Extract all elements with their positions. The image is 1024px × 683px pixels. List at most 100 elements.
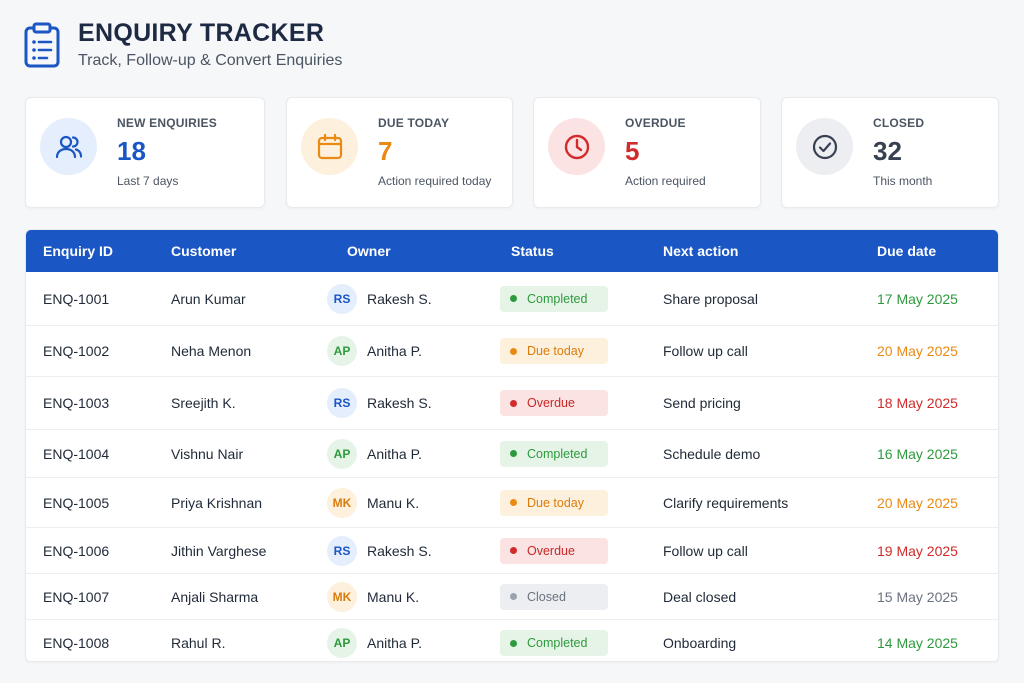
- owner-cell: RS Rakesh S.: [327, 535, 432, 566]
- table-row[interactable]: ENQ-1004 Vishnu Nair AP Anitha P. Completed S…: [26, 430, 998, 478]
- card-value: 32: [873, 136, 902, 166]
- status-label: Closed: [527, 589, 566, 604]
- status-label: Overdue: [527, 396, 575, 410]
- users-icon: [40, 118, 97, 175]
- card-closed[interactable]: CLOSED 32 This month: [781, 97, 999, 208]
- card-value: 7: [378, 136, 393, 166]
- status-dot: [510, 499, 517, 506]
- summary-cards: NEW ENQUIRIES 18 Last 7 days DUE TODAY 7…: [25, 97, 999, 208]
- status-label: Completed: [527, 636, 588, 650]
- avatar: AP: [327, 628, 357, 658]
- due-date-cell: 20 May 2025: [877, 494, 958, 511]
- enquiry-id-cell: ENQ-1008: [43, 635, 110, 651]
- customer-cell: Rahul R.: [171, 635, 226, 651]
- enquiry-id-cell: ENQ-1001: [43, 290, 110, 307]
- column-header-status[interactable]: Status: [511, 243, 554, 259]
- status-badge: Closed: [500, 583, 608, 610]
- owner-cell: MK Manu K.: [327, 487, 419, 518]
- enquiry-id-cell: ENQ-1003: [43, 395, 110, 411]
- next-action-cell: Deal closed: [663, 588, 737, 605]
- card-note: This month: [873, 174, 933, 188]
- status-label: Due today: [527, 495, 584, 510]
- table-row[interactable]: ENQ-1003 Sreejith K. RS Rakesh S. Overdue Sen…: [26, 377, 998, 430]
- next-action-cell: Schedule demo: [663, 445, 761, 462]
- card-label: DUE TODAY: [378, 116, 450, 130]
- column-header-due-date[interactable]: Due date: [877, 243, 937, 259]
- avatar: RS: [327, 388, 357, 418]
- owner-name: Manu K.: [367, 588, 420, 605]
- due-date-cell: 19 May 2025: [877, 542, 958, 559]
- clipboard-icon: [24, 22, 60, 68]
- due-date-cell: 17 May 2025: [877, 290, 958, 307]
- owner-cell: AP Anitha P.: [327, 336, 422, 366]
- due-date-cell: 16 May 2025: [877, 445, 958, 462]
- card-value: 5: [625, 136, 640, 166]
- owner-cell: RS Rakesh S.: [327, 283, 432, 314]
- table-row[interactable]: ENQ-1008 Rahul R. AP Anitha P. Completed Onbo…: [26, 620, 998, 661]
- table-header: Enquiry ID Customer Owner Status Next ac…: [26, 230, 998, 272]
- due-date-cell: 18 May 2025: [877, 395, 958, 411]
- status-dot: [510, 547, 517, 554]
- status-dot: [510, 450, 517, 457]
- owner-cell: AP Anitha P.: [327, 438, 423, 469]
- owner-name: Rakesh S.: [367, 290, 432, 307]
- due-date-cell: 20 May 2025: [877, 343, 958, 359]
- status-dot: [510, 639, 517, 647]
- status-badge: Due today: [500, 489, 608, 516]
- avatar: AP: [327, 336, 357, 366]
- status-dot: [510, 593, 517, 600]
- avatar: RS: [327, 283, 357, 314]
- enquiry-id-cell: ENQ-1002: [43, 343, 110, 359]
- card-label: NEW ENQUIRIES: [117, 116, 217, 130]
- table-row[interactable]: ENQ-1005 Priya Krishnan MK Manu K. Due today…: [26, 478, 998, 528]
- owner-cell: MK Manu K.: [327, 581, 420, 612]
- table-row[interactable]: ENQ-1006 Jithin Varghese RS Rakesh S. Overdu…: [26, 528, 998, 574]
- owner-name: Rakesh S.: [367, 395, 432, 411]
- owner-cell: RS Rakesh S.: [327, 388, 432, 418]
- table-row[interactable]: ENQ-1007 Anjali Sharma MK Manu K. Closed Deal…: [26, 574, 998, 620]
- status-badge: Due today: [500, 338, 608, 364]
- customer-cell: Sreejith K.: [171, 395, 236, 411]
- card-due-today[interactable]: DUE TODAY 7 Action required today: [286, 97, 513, 208]
- status-cell: Completed: [500, 440, 608, 467]
- status-dot: [510, 399, 517, 407]
- status-badge: Overdue: [500, 537, 608, 564]
- calendar-icon: [301, 118, 358, 175]
- customer-cell: Arun Kumar: [171, 290, 246, 307]
- card-value: 18: [117, 136, 146, 166]
- customer-cell: Neha Menon: [171, 343, 252, 359]
- column-header-owner[interactable]: Owner: [347, 243, 391, 259]
- table-row[interactable]: ENQ-1002 Neha Menon AP Anitha P. Due today Fo…: [26, 326, 998, 377]
- table-body: ENQ-1001 Arun Kumar RS Rakesh S. Completed Sh…: [26, 272, 998, 661]
- card-note: Action required: [625, 174, 706, 188]
- enquiry-id-cell: ENQ-1005: [43, 494, 110, 511]
- owner-cell: AP Anitha P.: [327, 628, 422, 658]
- avatar: RS: [327, 535, 357, 566]
- card-overdue[interactable]: OVERDUE 5 Action required: [533, 97, 761, 208]
- owner-name: Anitha P.: [367, 445, 423, 462]
- next-action-cell: Clarify requirements: [663, 494, 789, 511]
- customer-cell: Priya Krishnan: [171, 494, 263, 511]
- owner-name: Rakesh S.: [367, 542, 432, 559]
- page-header: ENQUIRY TRACKER Track, Follow-up & Conve…: [22, 18, 342, 70]
- next-action-cell: Send pricing: [663, 395, 741, 411]
- column-header-next-action[interactable]: Next action: [663, 243, 739, 259]
- status-label: Due today: [527, 344, 584, 358]
- clock-icon: [548, 118, 605, 175]
- status-badge: Completed: [500, 285, 608, 312]
- status-label: Overdue: [527, 543, 575, 558]
- card-new-enquiries[interactable]: NEW ENQUIRIES 18 Last 7 days: [25, 97, 265, 208]
- column-header-enquiry-id[interactable]: Enquiry ID: [43, 243, 114, 259]
- table-row[interactable]: ENQ-1001 Arun Kumar RS Rakesh S. Completed Sh…: [26, 272, 998, 326]
- column-header-customer[interactable]: Customer: [171, 243, 237, 259]
- page-title: ENQUIRY TRACKER: [78, 19, 325, 47]
- status-cell: Overdue: [500, 390, 608, 416]
- status-badge: Completed: [500, 440, 608, 467]
- customer-cell: Jithin Varghese: [171, 542, 267, 559]
- avatar: MK: [327, 487, 357, 518]
- status-cell: Closed: [500, 583, 608, 610]
- status-cell: Overdue: [500, 537, 608, 564]
- customer-cell: Anjali Sharma: [171, 588, 259, 605]
- card-label: OVERDUE: [625, 116, 686, 130]
- enquiry-table: Enquiry ID Customer Owner Status Next ac…: [25, 229, 999, 662]
